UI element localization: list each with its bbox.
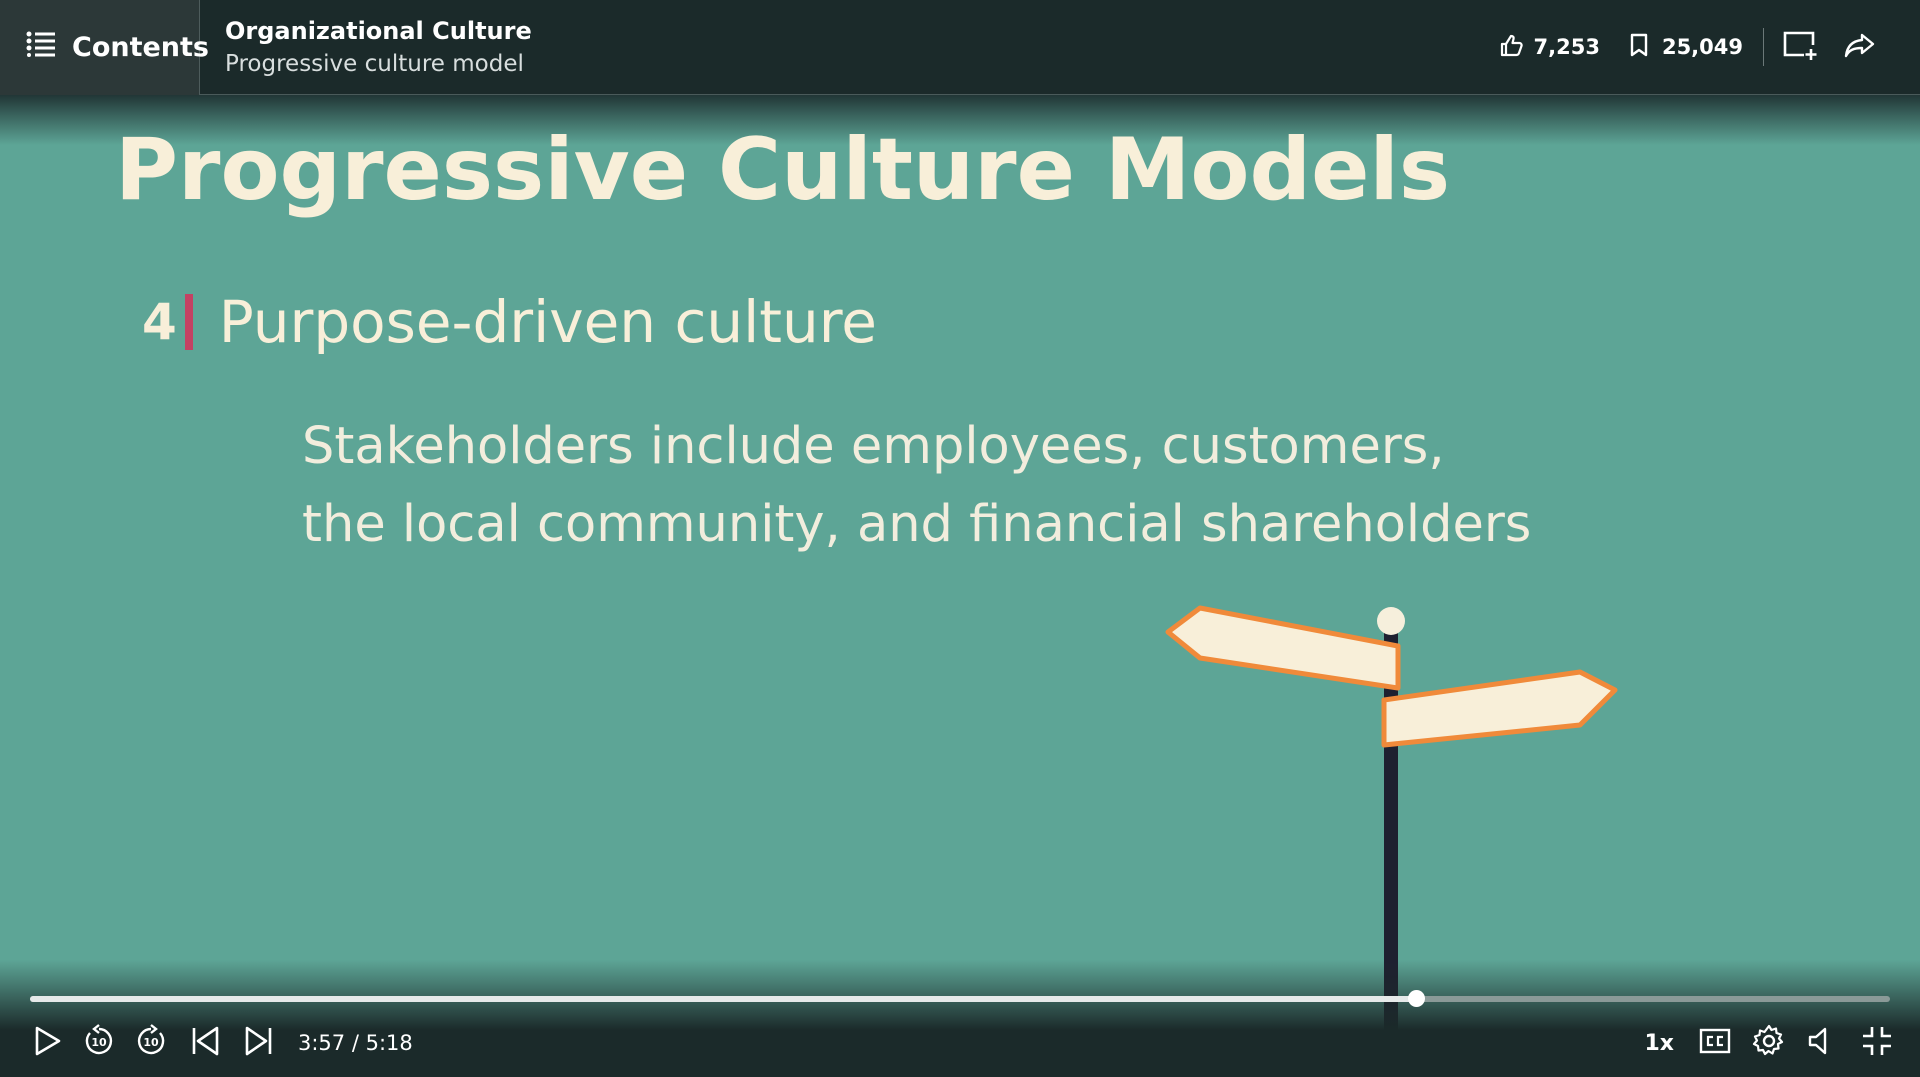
rewind-10-icon: 10 <box>82 1024 116 1062</box>
forward-10-button[interactable]: 10 <box>134 1024 168 1062</box>
slide-item-text: Purpose-driven culture <box>218 288 877 356</box>
top-bar: Contents Organizational Culture Progress… <box>0 0 1920 95</box>
previous-video-button[interactable] <box>188 1024 222 1062</box>
forward-10-icon: 10 <box>134 1024 168 1062</box>
slide-title: Progressive Culture Models <box>115 120 1451 220</box>
add-to-collection-icon <box>1782 29 1818 65</box>
captions-button[interactable] <box>1698 1024 1732 1062</box>
contents-button[interactable]: Contents <box>0 0 209 95</box>
controls-shade <box>0 960 1920 1077</box>
gear-icon <box>1752 1024 1786 1062</box>
exit-fullscreen-icon <box>1860 1024 1894 1062</box>
slide-item: 4 Purpose-driven culture <box>142 288 877 356</box>
add-to-collection-button[interactable] <box>1782 29 1818 65</box>
save-button[interactable]: 25,049 <box>1626 32 1743 63</box>
header-shade <box>0 95 1920 145</box>
thumbs-up-icon <box>1498 32 1524 63</box>
bookmark-icon <box>1626 32 1652 63</box>
video-titles: Organizational Culture Progressive cultu… <box>200 0 532 94</box>
next-icon <box>242 1024 276 1062</box>
slide-body: Stakeholders include employees, customer… <box>302 408 1531 564</box>
previous-icon <box>188 1024 222 1062</box>
play-icon <box>30 1024 64 1062</box>
volume-icon <box>1806 1024 1840 1062</box>
next-video-button[interactable] <box>242 1024 276 1062</box>
slide-body-line: Stakeholders include employees, customer… <box>302 417 1445 476</box>
rewind-seconds: 10 <box>91 1036 107 1049</box>
header-actions: 7,253 25,049 <box>1498 0 1920 94</box>
share-arrow-icon <box>1842 29 1878 65</box>
cc-icon <box>1698 1024 1732 1062</box>
like-button[interactable]: 7,253 <box>1498 32 1600 63</box>
play-button[interactable] <box>30 1024 64 1062</box>
list-icon <box>26 31 56 64</box>
slide-item-number: 4 <box>142 293 177 351</box>
progress-scrubber[interactable] <box>1407 990 1425 1007</box>
settings-button[interactable] <box>1752 1024 1786 1062</box>
player-controls: 10 10 3:57 / 5:18 1x <box>0 1020 1920 1066</box>
player-settings-group: 1x <box>1645 1024 1920 1062</box>
forward-seconds: 10 <box>143 1036 159 1049</box>
volume-button[interactable] <box>1806 1024 1840 1062</box>
rewind-10-button[interactable]: 10 <box>82 1024 116 1062</box>
save-count: 25,049 <box>1661 35 1743 59</box>
progress-bar[interactable] <box>30 990 1890 1007</box>
slide-accent-bar <box>184 294 193 350</box>
share-button[interactable] <box>1842 29 1878 65</box>
slide-body-line: the local community, and financial share… <box>302 495 1532 554</box>
video-title: Progressive culture model <box>225 51 524 77</box>
course-title: Organizational Culture <box>225 17 532 45</box>
contents-label: Contents <box>72 32 210 63</box>
playback-speed-button[interactable]: 1x <box>1644 1030 1675 1056</box>
header-divider <box>1763 28 1764 66</box>
time-display: 3:57 / 5:18 <box>298 1031 413 1055</box>
exit-fullscreen-button[interactable] <box>1860 1024 1894 1062</box>
progress-played <box>30 996 1416 1002</box>
like-count: 7,253 <box>1533 35 1600 59</box>
